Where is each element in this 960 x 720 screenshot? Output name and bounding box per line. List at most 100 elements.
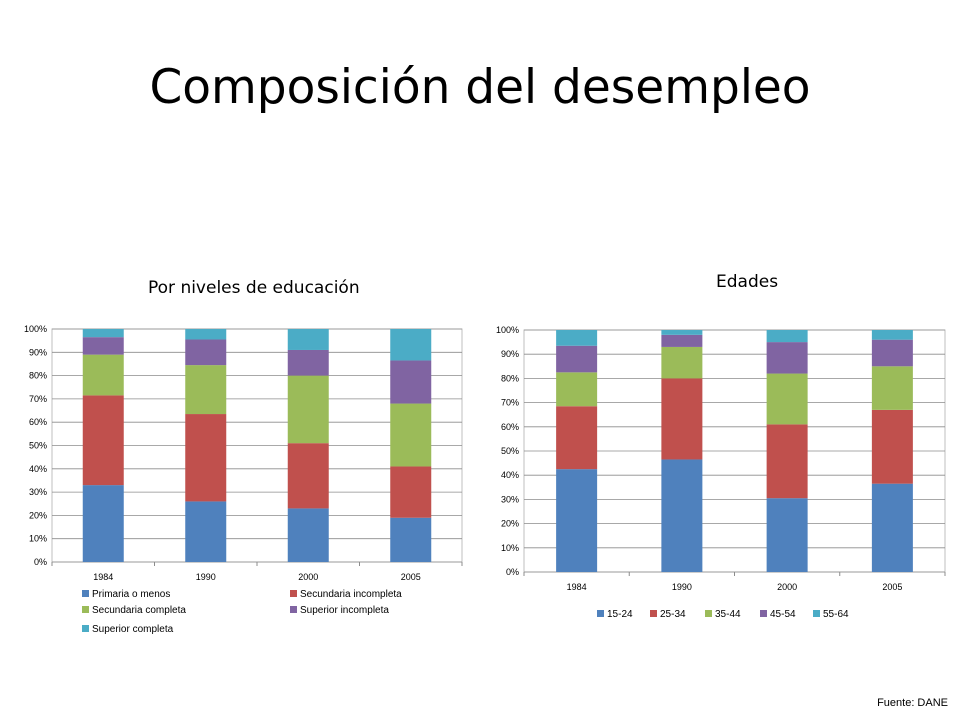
bar-segment-superior-completa xyxy=(287,329,329,350)
legend-swatch xyxy=(650,610,657,617)
bar-segment-secundaria-completa xyxy=(390,403,432,467)
y-tick-label: 80% xyxy=(29,371,47,381)
legend-swatch xyxy=(813,610,820,617)
y-tick-label: 30% xyxy=(29,487,47,497)
legend: Primaria o menos Secundaria incompleta Sec… xyxy=(82,589,402,635)
legend-swatch xyxy=(290,606,297,613)
y-tick-label: 90% xyxy=(29,347,47,357)
bar-segment-primaria-o-menos xyxy=(390,517,432,562)
legend-label: Superior completa xyxy=(92,624,174,635)
bar-segment-35-44 xyxy=(661,346,703,379)
source-note: Fuente: DANE xyxy=(877,697,948,709)
x-tick-label: 2000 xyxy=(777,582,797,592)
bar-segment-45-54 xyxy=(871,339,913,367)
y-tick-label: 50% xyxy=(29,441,47,451)
legend-swatch xyxy=(82,590,89,597)
bar-segment-superior-completa xyxy=(82,329,124,338)
bar-segment-15-24 xyxy=(766,498,808,572)
bar-segment-55-64 xyxy=(871,330,913,340)
bar-segment-15-24 xyxy=(661,459,703,572)
y-tick-label: 40% xyxy=(29,464,47,474)
bar-segment-15-24 xyxy=(556,469,598,572)
legend-label: 45-54 xyxy=(770,609,796,620)
legend-swatch xyxy=(705,610,712,617)
bar-segment-25-34 xyxy=(766,424,808,499)
bar-segment-primaria-o-menos xyxy=(185,501,227,562)
legend: 15-24 25-34 35-44 45-54 55-64 xyxy=(597,609,849,620)
legend-swatch xyxy=(82,606,89,613)
plot-area: 0% 10% 20% 30% 40% 50% 60% 70% 80% 90% 100% 1984 199… xyxy=(496,325,946,592)
bar-segment-superior-completa xyxy=(390,329,432,361)
bar-segment-55-64 xyxy=(766,330,808,343)
y-tick-label: 10% xyxy=(501,543,519,553)
bar-segment-25-34 xyxy=(871,409,913,484)
x-tick-label: 1984 xyxy=(567,582,587,592)
plot-area: 0% 10% 20% 30% 40% 50% 60% 70% 80% 90% 100% 1984 199… xyxy=(24,324,463,582)
education-chart-title: Por niveles de educación xyxy=(148,278,360,298)
bar-segment-35-44 xyxy=(871,366,913,410)
bar-segment-superior-incompleta xyxy=(390,360,432,404)
bar-segment-35-44 xyxy=(556,372,598,407)
bar-segment-secundaria-incompleta xyxy=(390,466,432,518)
y-tick-label: 90% xyxy=(501,349,519,359)
bar-segment-55-64 xyxy=(556,330,598,346)
bar-segment-superior-incompleta xyxy=(185,339,227,366)
legend-swatch xyxy=(760,610,767,617)
legend-label: 55-64 xyxy=(823,609,849,620)
legend-label: Primaria o menos xyxy=(92,589,170,600)
bar-segment-secundaria-incompleta xyxy=(185,414,227,502)
y-tick-label: 30% xyxy=(501,494,519,504)
bar-segment-35-44 xyxy=(766,373,808,425)
x-tick-label: 1984 xyxy=(93,572,113,582)
y-tick-label: 60% xyxy=(501,422,519,432)
y-tick-label: 70% xyxy=(29,394,47,404)
legend-label: 35-44 xyxy=(715,609,741,620)
y-tick-label: 60% xyxy=(29,417,47,427)
bar-segment-superior-incompleta xyxy=(287,349,329,376)
y-tick-label: 100% xyxy=(496,325,519,335)
bar-segment-45-54 xyxy=(556,345,598,373)
slide-title: Composición del desempleo xyxy=(149,60,811,115)
legend-swatch xyxy=(597,610,604,617)
bar-segment-secundaria-incompleta xyxy=(287,443,329,509)
bar-segment-superior-incompleta xyxy=(82,337,124,355)
y-tick-label: 100% xyxy=(24,324,47,334)
y-tick-label: 70% xyxy=(501,398,519,408)
x-tick-label: 2005 xyxy=(401,572,421,582)
y-tick-label: 20% xyxy=(501,519,519,529)
bar-segment-superior-completa xyxy=(185,329,227,340)
legend-swatch xyxy=(290,590,297,597)
y-tick-label: 40% xyxy=(501,470,519,480)
y-tick-label: 50% xyxy=(501,446,519,456)
y-tick-label: 80% xyxy=(501,373,519,383)
bar-segment-secundaria-incompleta xyxy=(82,395,124,486)
x-tick-label: 2005 xyxy=(882,582,902,592)
legend-swatch xyxy=(82,625,89,632)
y-tick-label: 0% xyxy=(506,567,519,577)
bar-segment-primaria-o-menos xyxy=(82,485,124,562)
legend-label: 25-34 xyxy=(660,609,686,620)
bar-segment-15-24 xyxy=(871,483,913,572)
x-tick-label: 1990 xyxy=(672,582,692,592)
legend-label: Superior incompleta xyxy=(300,605,389,616)
age-chart-title: Edades xyxy=(716,272,779,292)
bar-segment-45-54 xyxy=(766,342,808,374)
legend-label: Secundaria completa xyxy=(92,605,186,616)
bar-segment-45-54 xyxy=(661,334,703,347)
y-tick-label: 0% xyxy=(34,557,47,567)
legend-label: Secundaria incompleta xyxy=(300,589,402,600)
y-tick-label: 20% xyxy=(29,510,47,520)
age-stacked-bar-chart: 0% 10% 20% 30% 40% 50% 60% 70% 80% 90% 100% 1984 199… xyxy=(496,325,946,620)
x-tick-label: 1990 xyxy=(196,572,216,582)
bar-segment-25-34 xyxy=(661,378,703,460)
legend-label: 15-24 xyxy=(607,609,633,620)
bar-segment-55-64 xyxy=(661,330,703,335)
bar-segment-secundaria-completa xyxy=(185,365,227,415)
bar-segment-secundaria-completa xyxy=(287,375,329,444)
bar-segment-primaria-o-menos xyxy=(287,508,329,562)
bar-segment-25-34 xyxy=(556,406,598,470)
x-tick-label: 2000 xyxy=(298,572,318,582)
bar-segment-secundaria-completa xyxy=(82,354,124,396)
y-tick-label: 10% xyxy=(29,534,47,544)
education-stacked-bar-chart: 0% 10% 20% 30% 40% 50% 60% 70% 80% 90% 100% 1984 199… xyxy=(24,324,463,635)
